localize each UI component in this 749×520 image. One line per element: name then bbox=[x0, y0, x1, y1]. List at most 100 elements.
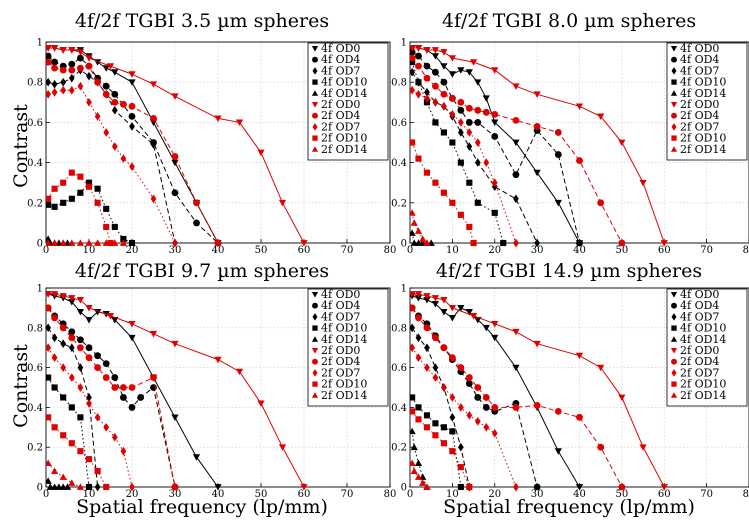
data-point bbox=[512, 403, 520, 411]
data-point bbox=[660, 240, 668, 247]
data-point bbox=[85, 316, 93, 324]
data-point bbox=[554, 199, 562, 207]
data-point bbox=[449, 393, 456, 402]
data-point bbox=[415, 89, 422, 99]
data-point bbox=[414, 291, 423, 298]
legend-marker bbox=[311, 336, 319, 342]
data-point bbox=[457, 159, 464, 166]
legend-marker bbox=[671, 369, 677, 377]
data-point bbox=[76, 64, 84, 72]
data-point bbox=[102, 239, 110, 246]
legend-entry: 2f OD7 bbox=[321, 120, 360, 133]
data-point bbox=[448, 55, 456, 62]
data-point bbox=[76, 49, 84, 56]
data-point bbox=[597, 443, 605, 451]
data-point bbox=[410, 229, 416, 236]
data-point bbox=[491, 178, 498, 188]
data-point bbox=[410, 209, 416, 216]
y-tick-label: 1 bbox=[37, 38, 43, 49]
data-point bbox=[466, 179, 473, 186]
data-point bbox=[76, 297, 84, 304]
data-point bbox=[76, 336, 84, 344]
data-point bbox=[150, 194, 157, 204]
legend-marker bbox=[670, 146, 678, 152]
series-line bbox=[411, 307, 623, 488]
panel-2-title: 4f/2f TGBI 8.0 µm spheres bbox=[442, 10, 696, 32]
legend-entry: 2f OD4 bbox=[680, 109, 719, 122]
data-point bbox=[51, 185, 58, 192]
data-point bbox=[457, 464, 464, 471]
data-point bbox=[457, 364, 465, 372]
x-tick-label: 20 bbox=[126, 489, 139, 500]
data-point bbox=[68, 60, 76, 68]
legend-box bbox=[307, 42, 389, 161]
data-point bbox=[128, 403, 136, 411]
x-tick-label: 0 bbox=[43, 245, 49, 256]
legend-marker bbox=[312, 381, 318, 387]
y-tick-label: 0.6 bbox=[27, 118, 43, 129]
data-point bbox=[449, 413, 456, 422]
data-point bbox=[414, 473, 423, 480]
data-point bbox=[106, 63, 115, 70]
x-tick-label: 20 bbox=[488, 245, 501, 256]
legend-entry: 2f OD10 bbox=[680, 378, 726, 391]
data-point bbox=[440, 78, 448, 86]
data-point bbox=[103, 422, 110, 432]
legend-entry: 4f OD10 bbox=[680, 76, 726, 89]
data-point bbox=[60, 339, 67, 349]
data-point bbox=[111, 98, 119, 106]
data-point bbox=[46, 323, 52, 333]
panel-2: 4f/2f TGBI 8.0 µm spheres 0 10 20 30 40 50 60 7… bbox=[391, 10, 749, 256]
legend-entry: 4f OD14 bbox=[680, 333, 726, 346]
x-tick-label: 50 bbox=[255, 245, 268, 256]
legend-marker bbox=[312, 56, 318, 63]
data-point bbox=[465, 380, 473, 387]
legend-entry: 4f OD10 bbox=[321, 322, 367, 335]
legend-entry: 4f OD4 bbox=[680, 299, 719, 312]
data-point bbox=[85, 62, 93, 70]
x-tick-label: 30 bbox=[169, 489, 182, 500]
data-point bbox=[554, 407, 562, 415]
data-point bbox=[85, 483, 93, 491]
data-point bbox=[440, 297, 448, 304]
data-point bbox=[618, 394, 626, 402]
data-point bbox=[440, 189, 447, 196]
data-point bbox=[575, 103, 584, 110]
legend-entry: 4f OD7 bbox=[321, 64, 360, 77]
data-point bbox=[410, 304, 416, 312]
data-point bbox=[128, 112, 136, 120]
data-point bbox=[415, 79, 422, 86]
data-point bbox=[466, 223, 473, 230]
data-point bbox=[432, 432, 439, 439]
data-point bbox=[46, 77, 52, 87]
x-tick-label: 20 bbox=[126, 245, 139, 256]
legend-marker bbox=[312, 358, 318, 365]
y-tick-label: 1 bbox=[37, 284, 43, 295]
y-tick-label: 0 bbox=[37, 483, 43, 494]
data-point bbox=[432, 68, 439, 76]
data-point bbox=[466, 142, 473, 151]
data-point bbox=[51, 333, 58, 343]
data-point bbox=[576, 239, 583, 247]
data-point bbox=[410, 45, 416, 52]
data-point bbox=[576, 413, 583, 421]
data-point bbox=[410, 408, 416, 415]
data-point bbox=[483, 422, 490, 432]
data-point bbox=[51, 79, 58, 89]
x-tick-label: 80 bbox=[743, 245, 749, 256]
data-point bbox=[410, 48, 416, 56]
legend-marker bbox=[671, 123, 677, 131]
data-point bbox=[68, 195, 75, 202]
data-point bbox=[171, 93, 179, 100]
data-point bbox=[457, 442, 464, 452]
data-point bbox=[111, 69, 119, 76]
data-point bbox=[119, 394, 127, 401]
y-tick-label: 0.2 bbox=[27, 198, 43, 209]
data-point bbox=[415, 404, 422, 411]
x-tick-label: 0 bbox=[43, 489, 49, 500]
data-point bbox=[482, 324, 490, 332]
data-point bbox=[448, 71, 456, 78]
data-point bbox=[51, 384, 58, 391]
data-point bbox=[474, 118, 482, 126]
data-point bbox=[51, 87, 58, 97]
